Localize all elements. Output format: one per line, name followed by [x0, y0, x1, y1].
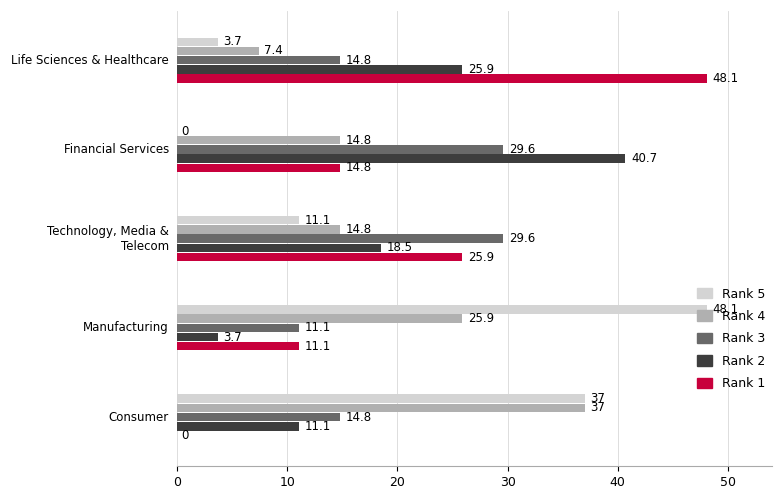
Text: 29.6: 29.6: [509, 143, 535, 156]
Text: 14.8: 14.8: [345, 410, 372, 424]
Bar: [177, 145, 503, 154]
Bar: [177, 56, 340, 64]
Text: 11.1: 11.1: [305, 340, 331, 352]
Text: 14.8: 14.8: [345, 54, 372, 66]
Bar: [177, 216, 299, 224]
Text: 14.8: 14.8: [345, 162, 372, 174]
Bar: [177, 234, 503, 243]
Text: 25.9: 25.9: [468, 63, 494, 76]
Bar: [177, 38, 218, 46]
Text: 48.1: 48.1: [713, 72, 738, 85]
Text: 25.9: 25.9: [468, 312, 494, 325]
Text: 40.7: 40.7: [631, 152, 657, 165]
Bar: [177, 394, 585, 403]
Bar: [177, 422, 299, 430]
Text: 0: 0: [182, 124, 189, 138]
Bar: [177, 65, 463, 74]
Text: 14.8: 14.8: [345, 223, 372, 236]
Text: 11.1: 11.1: [305, 420, 331, 433]
Bar: [177, 305, 707, 314]
Text: 0: 0: [182, 429, 189, 442]
Text: 14.8: 14.8: [345, 134, 372, 146]
Bar: [177, 136, 340, 144]
Text: 3.7: 3.7: [223, 36, 242, 49]
Bar: [177, 413, 340, 422]
Bar: [177, 314, 463, 323]
Text: 25.9: 25.9: [468, 250, 494, 264]
Bar: [177, 342, 299, 350]
Text: 7.4: 7.4: [264, 44, 283, 58]
Bar: [177, 154, 626, 163]
Bar: [177, 253, 463, 262]
Bar: [177, 244, 381, 252]
Text: 18.5: 18.5: [387, 242, 413, 254]
Bar: [177, 333, 218, 342]
Legend: Rank 5, Rank 4, Rank 3, Rank 2, Rank 1: Rank 5, Rank 4, Rank 3, Rank 2, Rank 1: [698, 288, 766, 390]
Bar: [177, 324, 299, 332]
Text: 37: 37: [590, 392, 605, 405]
Text: 29.6: 29.6: [509, 232, 535, 245]
Text: 3.7: 3.7: [223, 330, 242, 344]
Text: 11.1: 11.1: [305, 322, 331, 334]
Bar: [177, 164, 340, 172]
Text: 48.1: 48.1: [713, 303, 738, 316]
Bar: [177, 225, 340, 234]
Bar: [177, 74, 707, 83]
Bar: [177, 47, 258, 55]
Text: 11.1: 11.1: [305, 214, 331, 227]
Text: 37: 37: [590, 402, 605, 414]
Bar: [177, 404, 585, 412]
